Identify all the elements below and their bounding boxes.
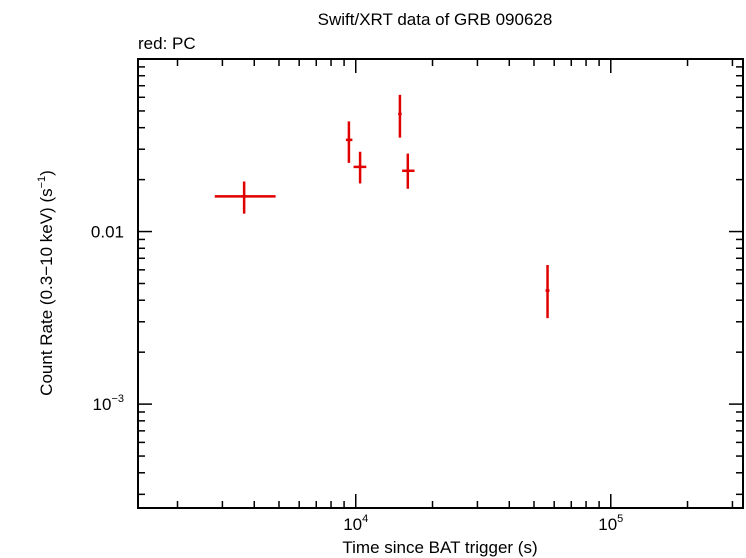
data-marker: [242, 194, 246, 199]
data-marker: [398, 112, 402, 116]
data-point: [345, 121, 353, 163]
data-point: [402, 153, 415, 189]
data-marker: [545, 288, 550, 293]
axis-tick-labels: 104 105 0.01 10−3: [91, 223, 623, 534]
y-tick-label: 0.01: [91, 223, 124, 242]
chart-subtitle: red: PC: [138, 34, 196, 53]
data-marker: [406, 168, 410, 173]
data-marker: [347, 138, 351, 142]
y-axis-label: Count Rate (0.3−10 keV) (s−1): [36, 170, 56, 396]
chart-title: Swift/XRT data of GRB 090628: [318, 10, 553, 29]
x-tick-label: 105: [598, 513, 623, 534]
axis-ticks: [138, 58, 743, 508]
data-point: [398, 94, 402, 138]
data-series: [214, 94, 550, 319]
x-axis-label: Time since BAT trigger (s): [342, 538, 537, 557]
data-point: [214, 181, 276, 214]
data-point: [545, 265, 550, 319]
plot-frame: [137, 58, 744, 509]
data-point: [353, 151, 367, 184]
x-tick-label: 104: [343, 513, 368, 534]
data-marker: [358, 165, 362, 169]
y-tick-label: 10−3: [93, 393, 124, 414]
